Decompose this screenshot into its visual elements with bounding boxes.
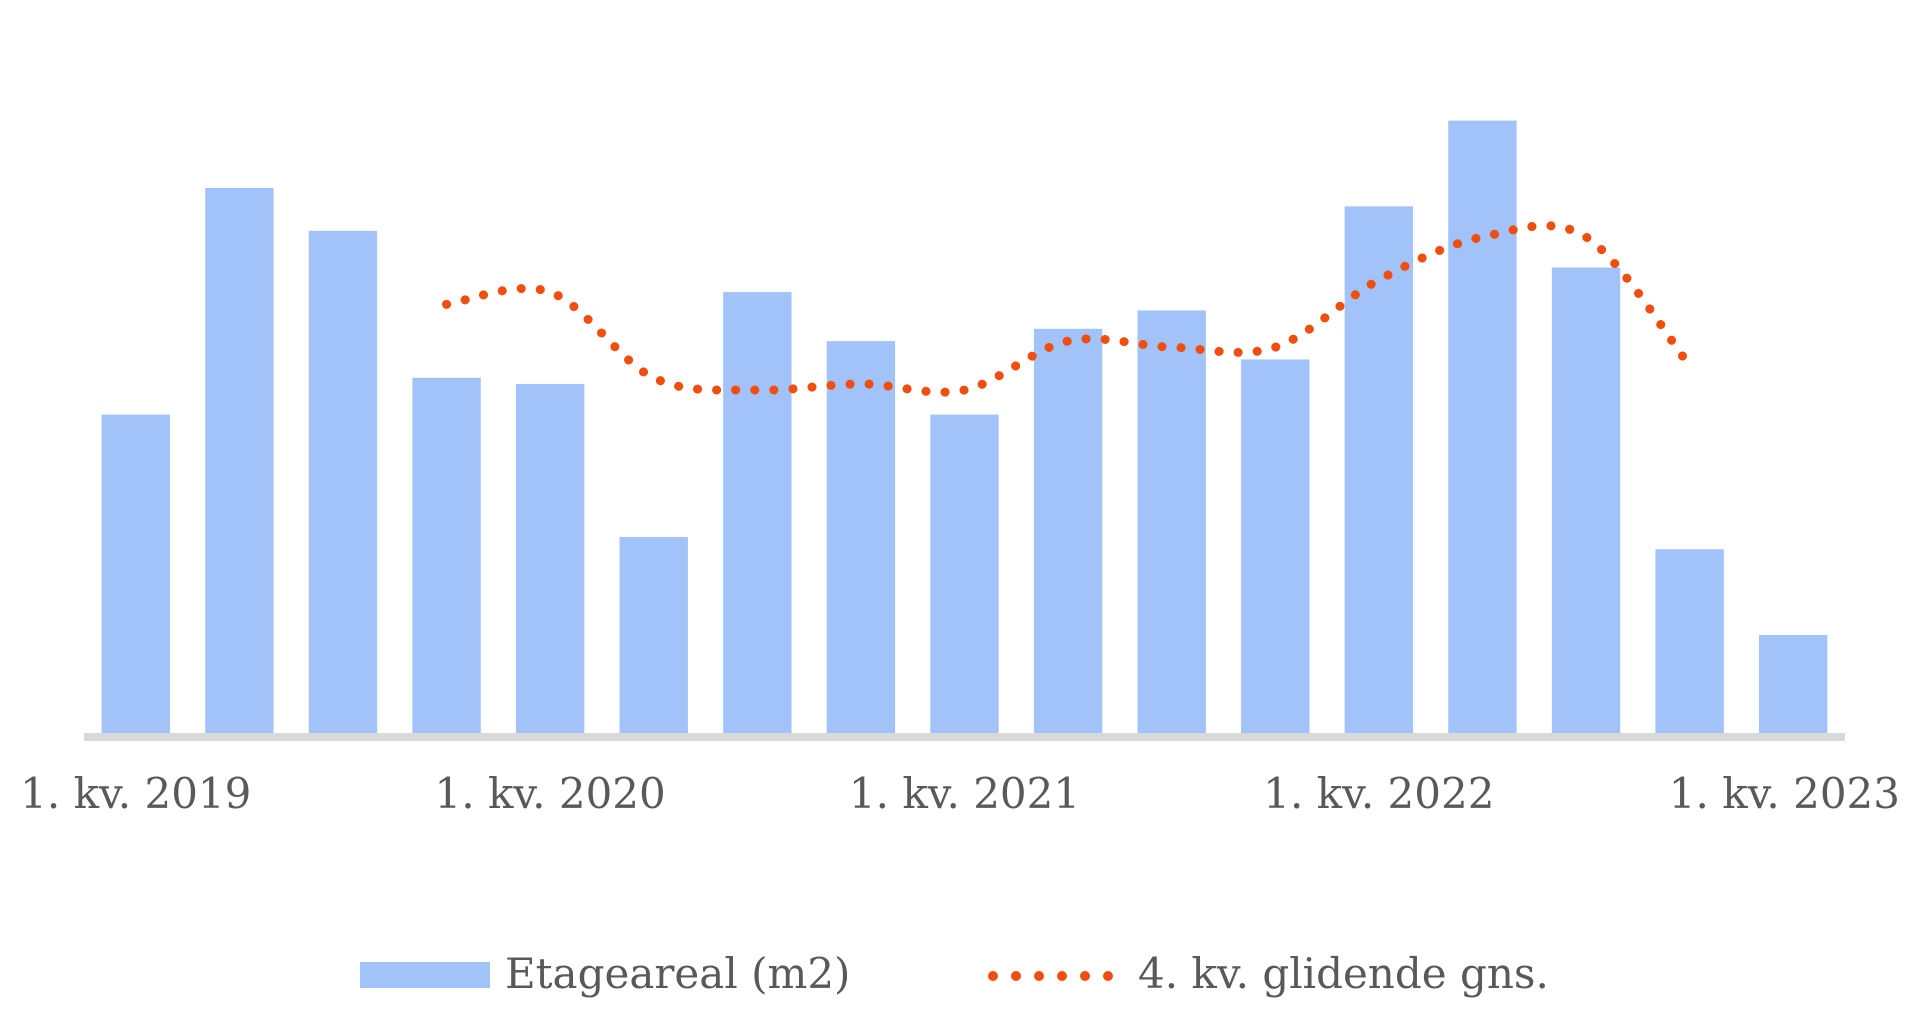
x-tick-label: 1. kv. 2022 (1263, 769, 1494, 818)
bar-3 (308, 230, 378, 733)
bar-8 (826, 341, 896, 733)
legend-line-swatch (988, 971, 1113, 981)
legend-line-dot (988, 971, 998, 981)
bar-6 (619, 537, 688, 733)
bar-2 (205, 187, 274, 733)
bar-9 (930, 414, 999, 733)
legend-line-dot (1011, 971, 1021, 981)
x-tick-label: 1. kv. 2020 (435, 769, 666, 818)
x-tick-label: 1. kv. 2023 (1669, 769, 1900, 818)
legend-bar-label: Etageareal (m2) (505, 949, 850, 998)
legend: Etageareal (m2) 4. kv. glidende gns. (360, 949, 1549, 998)
legend-line-dot (1103, 971, 1113, 981)
legend-line-dot (1080, 971, 1090, 981)
bar-7 (723, 292, 792, 733)
bar-13 (1344, 206, 1414, 733)
legend-line-label: 4. kv. glidende gns. (1138, 949, 1549, 998)
legend-bar-swatch (360, 962, 490, 988)
x-tick-label: 1. kv. 2019 (20, 769, 251, 818)
bar-10 (1033, 328, 1103, 733)
x-tick-labels: 1. kv. 2019 1. kv. 2020 1. kv. 2021 1. kv. … (20, 769, 1900, 818)
moving-average-line (442, 221, 1695, 397)
bar-11 (1137, 310, 1206, 733)
bar-17 (1759, 635, 1828, 733)
bars-layer (101, 120, 1828, 734)
bar-12 (1241, 359, 1310, 733)
bar-16 (1655, 549, 1724, 733)
x-tick-label: 1. kv. 2021 (849, 769, 1080, 818)
moving-average-layer (442, 221, 1695, 397)
bar-4 (412, 377, 481, 733)
legend-line-dot (1034, 971, 1044, 981)
bar-1 (101, 414, 170, 733)
bar-14 (1448, 120, 1517, 734)
bar-15 (1551, 267, 1621, 733)
legend-line-dot (1057, 971, 1067, 981)
bar-5 (515, 383, 585, 733)
